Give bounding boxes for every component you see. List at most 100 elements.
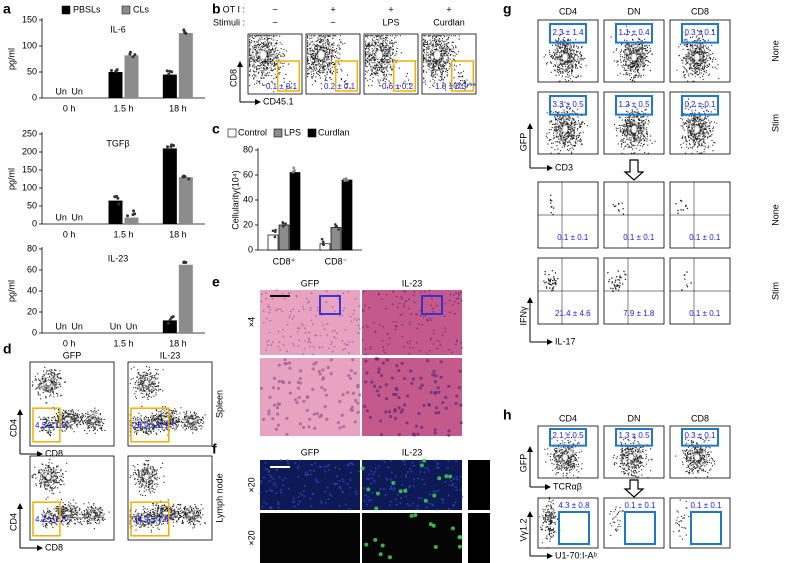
nucleus: [352, 313, 355, 316]
nucleus: [269, 489, 272, 492]
igg-spot: [432, 493, 437, 498]
nucleus: [321, 346, 324, 349]
data-dot: [168, 318, 172, 322]
data-dot: [132, 209, 136, 213]
gate-label: 0.2 ± 0.1: [684, 100, 716, 109]
contour: [57, 412, 79, 426]
nucleus: [350, 320, 353, 323]
nucleus: [325, 301, 328, 304]
nucleus: [302, 399, 306, 403]
x-tick-label: 1.5 h: [113, 338, 133, 348]
nucleus: [288, 391, 292, 395]
nucleus: [385, 293, 388, 296]
nucleus: [272, 477, 275, 480]
gate-label: 2.1 ± 0.5: [552, 431, 584, 440]
value-label: Un: [71, 212, 83, 222]
nucleus: [277, 501, 280, 504]
nucleus: [387, 410, 392, 414]
nucleus: [370, 380, 374, 384]
nucleus: [308, 331, 310, 334]
nucleus: [368, 415, 373, 420]
nucleus: [316, 309, 319, 312]
nucleus: [373, 470, 376, 473]
nucleus: [287, 487, 290, 490]
igg-spot: [387, 555, 392, 560]
nucleus: [375, 357, 379, 361]
contour: [159, 509, 173, 518]
nucleus: [373, 322, 375, 324]
nucleus: [424, 314, 427, 317]
nucleus: [381, 459, 384, 462]
gate: [334, 60, 359, 92]
contour: [624, 44, 644, 71]
nucleus: [416, 508, 419, 511]
nucleus: [275, 406, 280, 410]
nucleus: [358, 305, 361, 308]
nucleus: [408, 307, 410, 310]
y-tick-label: 60: [243, 169, 253, 179]
nucleus: [333, 335, 336, 338]
nucleus: [403, 305, 405, 308]
y-tick-label: 0: [32, 327, 37, 337]
nucleus: [432, 343, 435, 345]
contour: [251, 38, 275, 72]
nucleus: [416, 432, 420, 436]
nucleus: [449, 293, 452, 296]
data-dot: [131, 55, 135, 59]
nucleus: [356, 401, 360, 405]
nucleus: [278, 476, 281, 479]
data-dot: [282, 225, 285, 228]
flow-plot: [29, 361, 115, 447]
nucleus: [288, 366, 292, 370]
nucleus: [348, 508, 351, 511]
nucleus: [430, 304, 433, 307]
nucleus: [394, 475, 397, 478]
nucleus: [320, 502, 323, 505]
nucleus: [347, 341, 350, 343]
data-dot: [171, 315, 175, 319]
contour: [630, 125, 638, 134]
row-title: Lymph node: [214, 473, 224, 522]
axis-label: CD3: [555, 162, 573, 172]
nucleus: [416, 327, 419, 330]
data-dot: [115, 68, 119, 72]
nucleus: [436, 386, 440, 390]
igg-spot: [433, 544, 438, 549]
row-value: +: [330, 4, 335, 14]
nucleus: [404, 300, 407, 303]
nucleus: [315, 479, 318, 482]
nucleus: [384, 410, 388, 414]
nucleus: [406, 502, 409, 505]
nucleus: [417, 411, 421, 416]
nucleus: [436, 339, 438, 342]
nucleus: [326, 365, 330, 370]
data-dot: [271, 229, 275, 233]
row-value: −: [272, 17, 277, 27]
nucleus: [331, 330, 334, 333]
nucleus: [378, 385, 382, 389]
nucleus: [384, 397, 389, 401]
igg-spot: [458, 535, 463, 540]
nucleus: [413, 290, 416, 293]
column-title: GFP: [301, 278, 320, 288]
column-title: DN: [628, 6, 641, 16]
column-title: CD8: [691, 413, 709, 423]
contour: [630, 53, 638, 62]
nucleus: [281, 310, 284, 313]
igg-spot: [419, 463, 424, 468]
gate-label: 1.2 ± 0.5: [618, 100, 650, 109]
y-tick-label: 0: [32, 92, 37, 102]
flow-events: [365, 35, 411, 89]
nucleus: [452, 294, 455, 297]
nucleus: [406, 341, 409, 344]
nucleus: [460, 495, 463, 498]
nucleus: [341, 314, 344, 317]
nucleus: [348, 351, 350, 354]
nucleus: [344, 503, 347, 506]
nucleus: [278, 341, 281, 344]
contour: [256, 45, 271, 65]
nucleus: [459, 291, 462, 294]
nucleus: [348, 486, 351, 489]
axis-label: CD4: [8, 513, 18, 531]
contour: [132, 418, 158, 432]
